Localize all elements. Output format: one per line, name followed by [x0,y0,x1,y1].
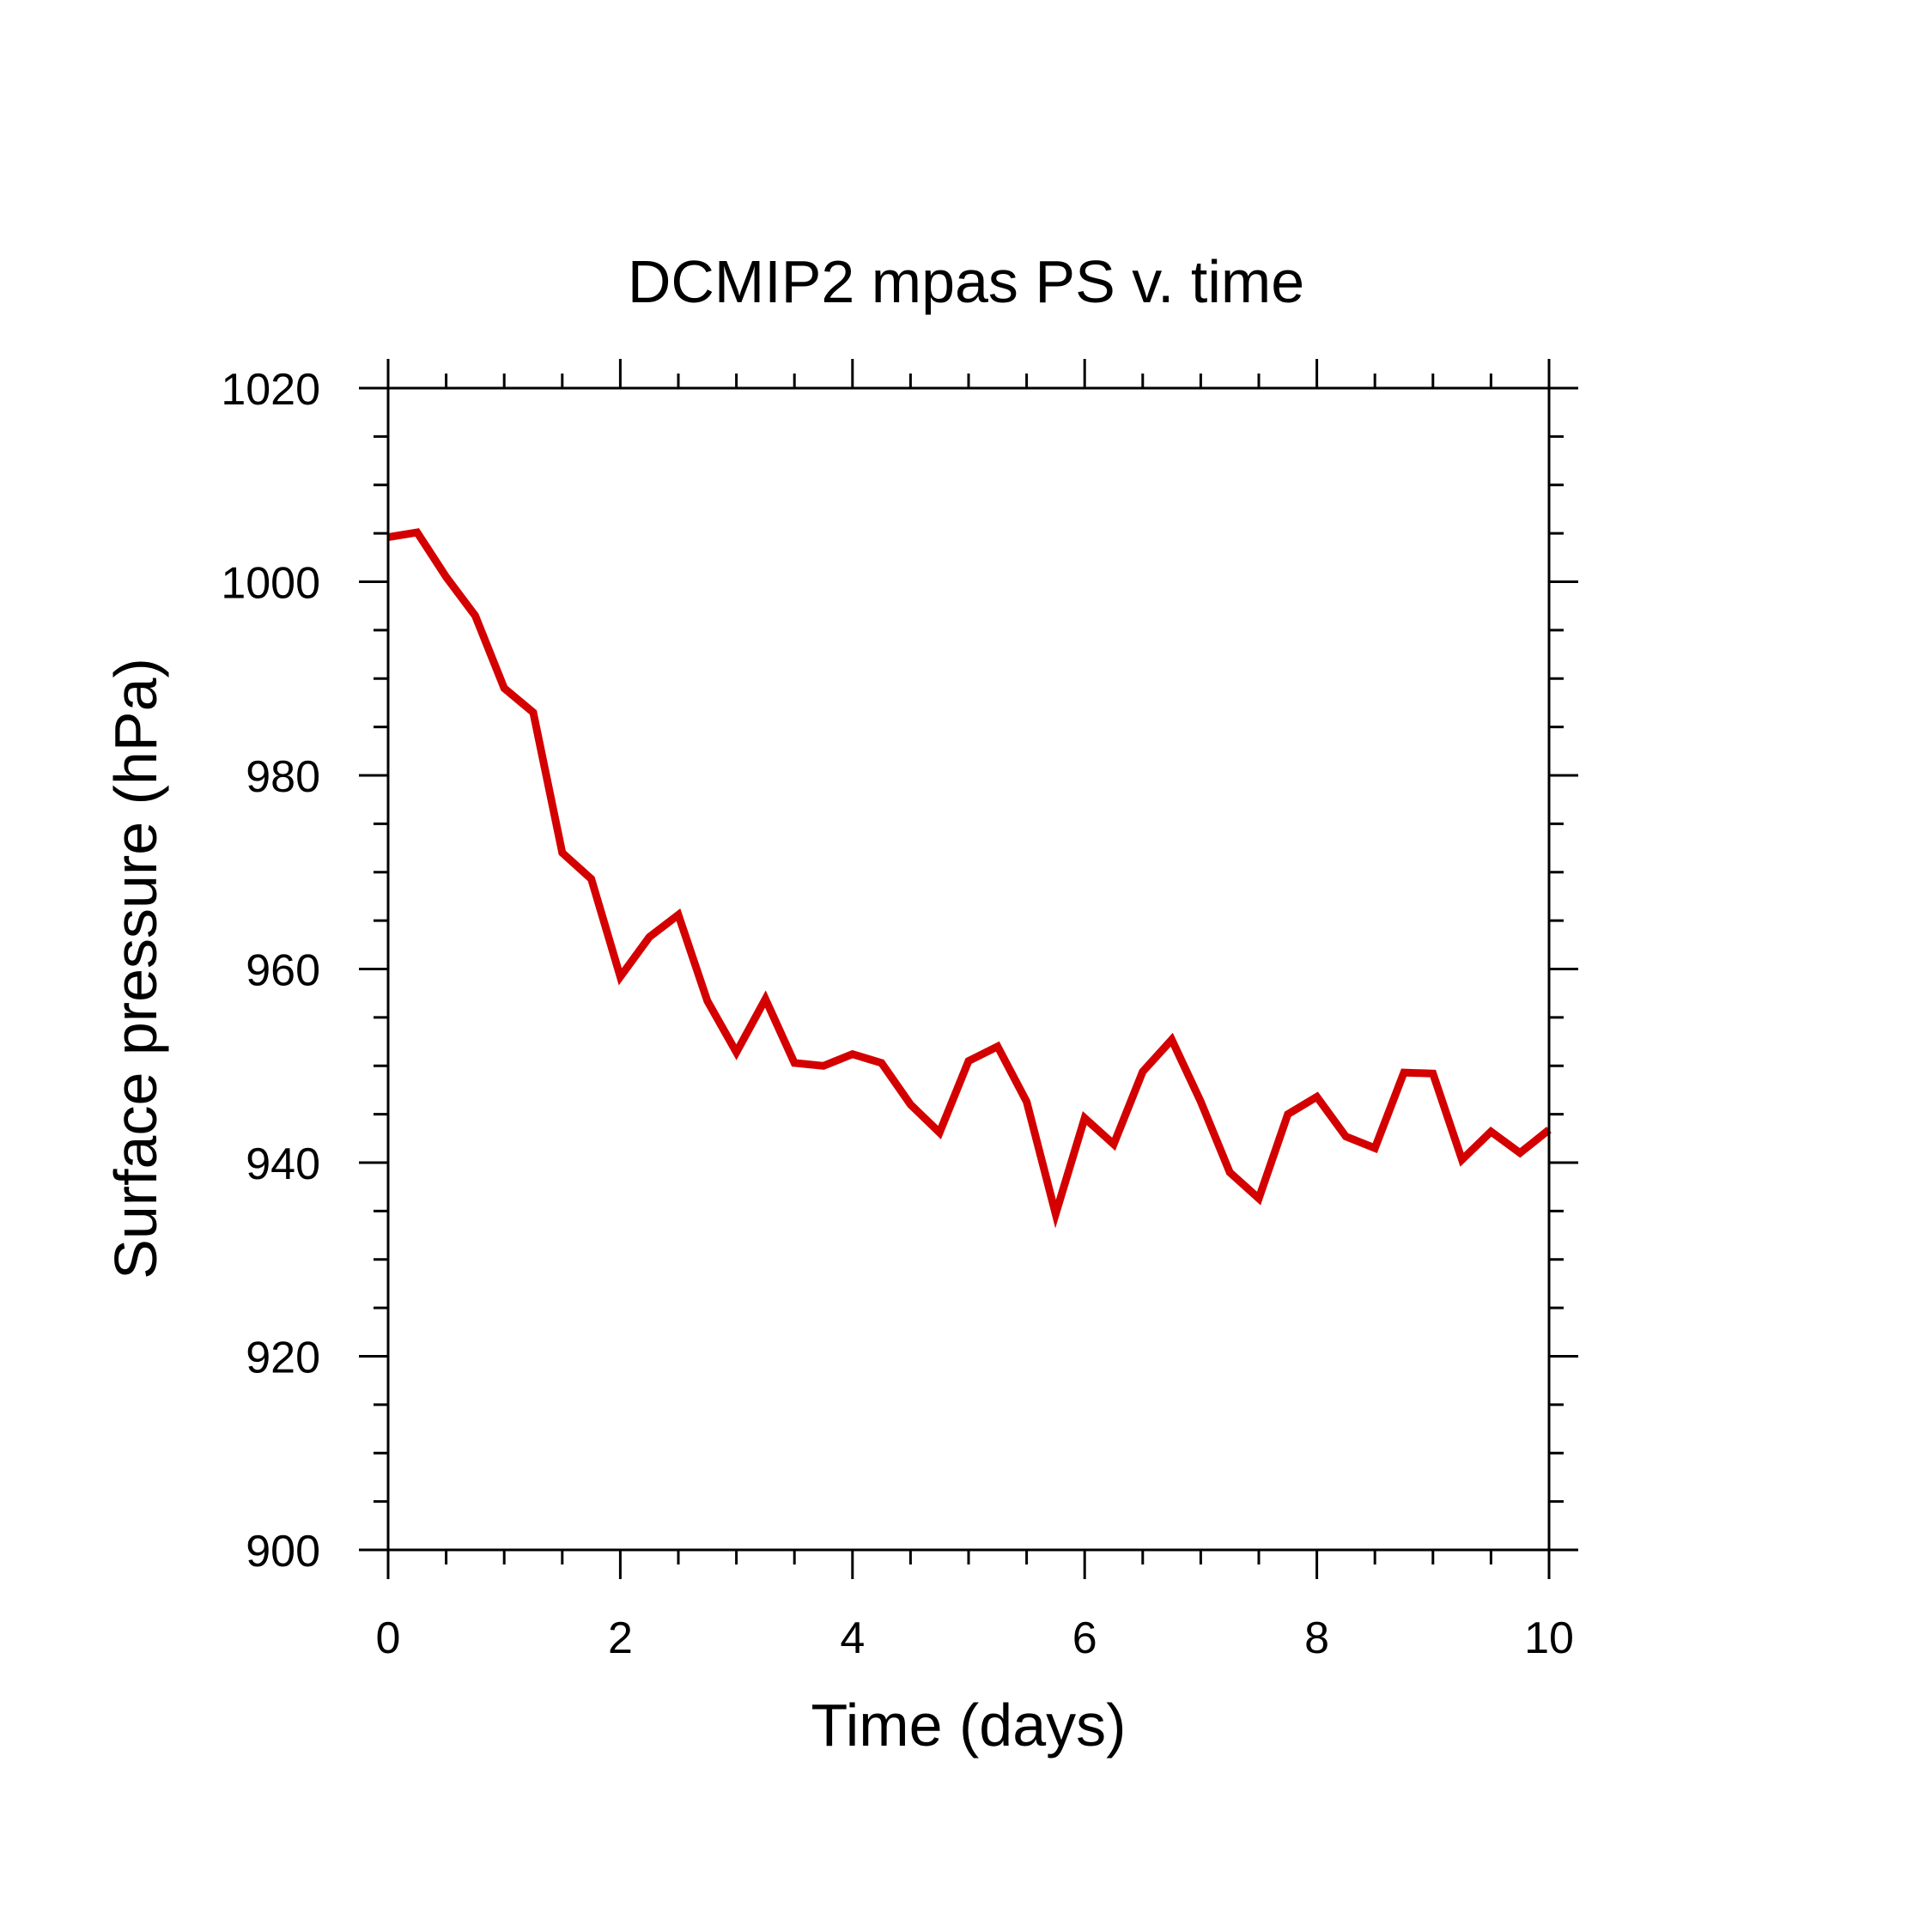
y-axis-label: Surface pressure (hPa) [102,658,169,1279]
x-tick-label: 10 [1524,1613,1574,1663]
y-tick-label: 1020 [221,365,320,415]
chart-title: DCMIP2 mpas PS v. time [628,248,1304,315]
series-line [387,528,1552,1229]
y-tick-label: 960 [246,946,320,996]
y-tick-label: 1000 [221,559,320,609]
x-tick-labels: 0 2 4 6 8 10 [376,1613,1574,1663]
plot-frame [386,386,1551,1552]
x-tick-label: 0 [376,1613,401,1663]
x-tick-label: 4 [840,1613,865,1663]
y-tick-label: 900 [246,1527,320,1577]
y-tick-labels: 900 920 940 960 980 1000 1020 [221,365,320,1577]
y-tick-label: 920 [246,1334,320,1383]
x-tick-label: 8 [1304,1613,1329,1663]
axis-ticks [359,359,1578,1579]
x-tick-label: 6 [1072,1613,1097,1663]
x-tick-label: 2 [608,1613,633,1663]
y-tick-label: 980 [246,752,320,802]
series-layer [387,528,1552,1229]
y-tick-label: 940 [246,1139,320,1189]
x-axis-label: Time (days) [811,1692,1127,1759]
